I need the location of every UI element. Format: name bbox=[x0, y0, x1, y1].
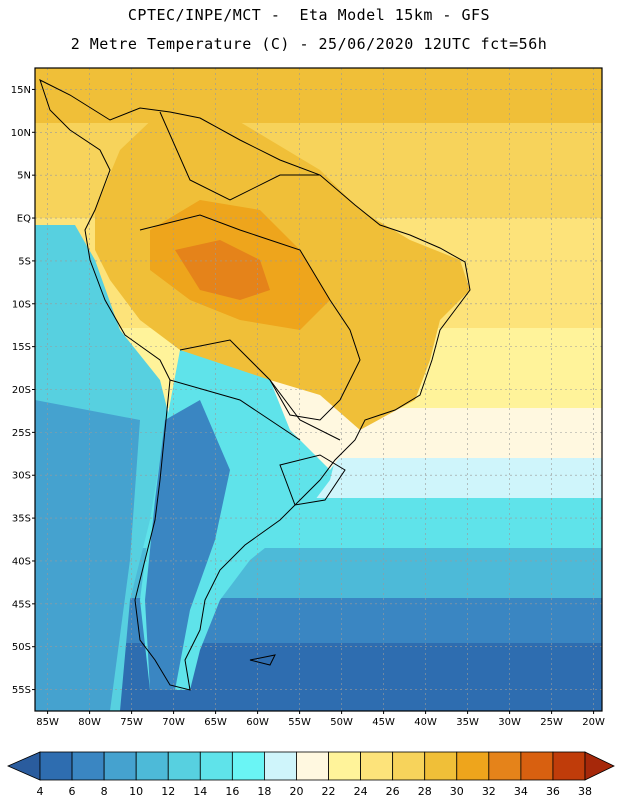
colorbar-label: 28 bbox=[418, 785, 432, 798]
southern-brazil-mild bbox=[270, 380, 360, 470]
colorbar-swatch bbox=[231, 751, 265, 781]
colorbar-swatch bbox=[552, 751, 586, 781]
national-border-1 bbox=[139, 214, 361, 421]
colorbar-swatch bbox=[328, 751, 361, 781]
lat-label: EQ bbox=[17, 214, 31, 225]
colorbar-swatch bbox=[103, 751, 137, 781]
coastlines-and-borders bbox=[39, 79, 471, 691]
lon-label: 50W bbox=[330, 717, 353, 728]
longitude-labels: 85W 80W 75W 70W 65W 60W 55W 50W 45W 40W 35W 30W 25W 2… bbox=[36, 711, 605, 728]
colorbar-label: 14 bbox=[193, 785, 207, 798]
north-warm-band bbox=[35, 68, 602, 123]
colorbar-label: 18 bbox=[257, 785, 271, 798]
south-band-4 bbox=[35, 643, 602, 711]
colorbar-label: 30 bbox=[450, 785, 464, 798]
lon-label: 75W bbox=[120, 717, 143, 728]
colorbar-swatch bbox=[39, 751, 73, 781]
lat-label: 30S bbox=[12, 471, 31, 482]
colorbar-swatch bbox=[456, 751, 490, 781]
national-border-2 bbox=[159, 111, 320, 201]
colorbar-label: 36 bbox=[546, 785, 560, 798]
lat-label: 15S bbox=[12, 342, 31, 353]
colorbar-label: 4 bbox=[37, 785, 44, 798]
colorbar-swatch bbox=[264, 751, 297, 781]
lat-label: 20S bbox=[12, 385, 31, 396]
colorbar-swatch bbox=[71, 751, 105, 781]
temperature-colorbar: 4 6 8 10 12 14 16 18 20 22 24 26 28 30 32 34 36 38 bbox=[7, 751, 615, 798]
south-america-coastline bbox=[39, 79, 471, 691]
lon-label: 35W bbox=[456, 717, 479, 728]
colorbar-swatch bbox=[167, 751, 201, 781]
map-field bbox=[35, 68, 602, 711]
lon-label: 80W bbox=[78, 717, 101, 728]
graticule bbox=[35, 68, 602, 711]
lat-label: 45S bbox=[12, 599, 31, 610]
lon-label: 70W bbox=[162, 717, 185, 728]
colorbar-label: 12 bbox=[161, 785, 175, 798]
colorbar-swatch bbox=[135, 751, 169, 781]
colorbar-label: 10 bbox=[129, 785, 143, 798]
lon-label: 55W bbox=[288, 717, 311, 728]
colorbar-label: 24 bbox=[354, 785, 368, 798]
lat-label: 50S bbox=[12, 642, 31, 653]
lon-label: 30W bbox=[498, 717, 521, 728]
colorbar-label: 16 bbox=[225, 785, 239, 798]
colorbar-label: 26 bbox=[386, 785, 400, 798]
lon-label: 85W bbox=[36, 717, 59, 728]
lon-label: 40W bbox=[414, 717, 437, 728]
colorbar-min-arrow bbox=[7, 751, 41, 781]
colorbar-label: 32 bbox=[482, 785, 496, 798]
lon-label: 20W bbox=[582, 717, 605, 728]
lon-label: 60W bbox=[246, 717, 269, 728]
falkland-islands bbox=[249, 654, 276, 666]
colorbar-label: 8 bbox=[101, 785, 108, 798]
lon-label: 25W bbox=[540, 717, 563, 728]
uruguay-outline bbox=[279, 454, 346, 506]
lat-label: 55S bbox=[12, 685, 31, 696]
colorbar-swatch bbox=[360, 751, 394, 781]
lat-label: 5S bbox=[18, 256, 31, 267]
colorbar-max-arrow bbox=[584, 751, 615, 781]
map-title-line2: 2 Metre Temperature (C) - 25/06/2020 12U… bbox=[70, 35, 548, 53]
colorbar-label: 34 bbox=[514, 785, 528, 798]
andes-cold-strip bbox=[145, 400, 230, 690]
latitude-labels: 15N 10N 5N EQ 5S 10S 15S 20S 25S 30S 35S 40S 45S 50S 5… bbox=[11, 85, 35, 696]
colorbar-label: 22 bbox=[322, 785, 336, 798]
national-border-3 bbox=[179, 339, 341, 441]
colorbar-swatch bbox=[199, 751, 233, 781]
colorbar-label: 38 bbox=[578, 785, 592, 798]
colorbar-swatch bbox=[392, 751, 426, 781]
map-title-line1: CPTEC/INPE/MCT - Eta Model 15km - GFS bbox=[127, 6, 491, 24]
lat-label: 5N bbox=[17, 171, 31, 182]
lat-label: 25S bbox=[12, 428, 31, 439]
lat-label: 10N bbox=[11, 128, 31, 139]
amazon-hottest-spot bbox=[175, 240, 270, 300]
pacific-colder-region bbox=[35, 400, 140, 711]
lon-label: 65W bbox=[204, 717, 227, 728]
lat-label: 40S bbox=[12, 556, 31, 567]
colorbar-swatch bbox=[488, 751, 522, 781]
colorbar-label: 6 bbox=[69, 785, 76, 798]
lon-label: 45W bbox=[372, 717, 395, 728]
national-border-4 bbox=[169, 379, 301, 441]
colorbar-swatch bbox=[424, 751, 458, 781]
colorbar-swatch bbox=[296, 751, 329, 781]
lat-label: 15N bbox=[11, 85, 31, 96]
lat-label: 10S bbox=[12, 299, 31, 310]
colorbar-swatch bbox=[520, 751, 554, 781]
colorbar-label: 20 bbox=[289, 785, 303, 798]
lat-label: 35S bbox=[12, 514, 31, 525]
